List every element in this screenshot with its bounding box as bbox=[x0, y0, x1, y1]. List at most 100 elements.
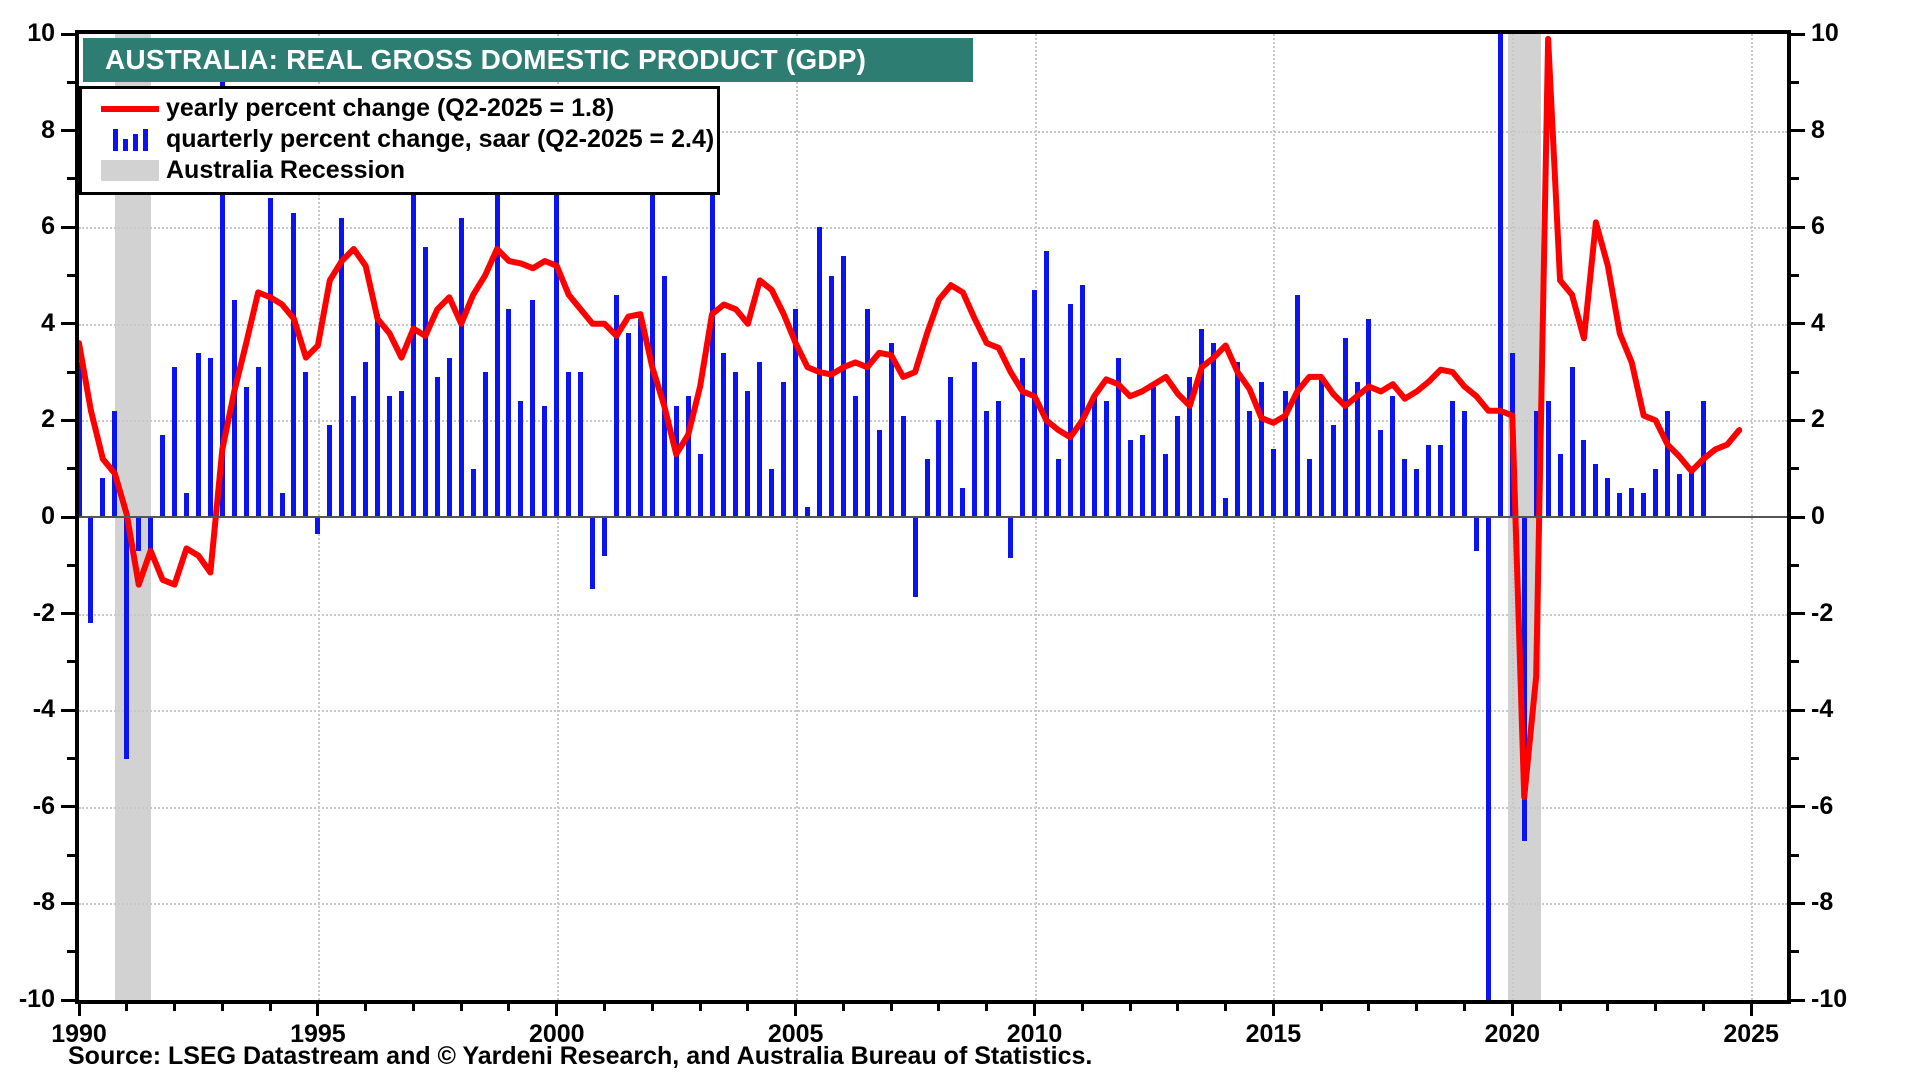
y-tick-minor bbox=[67, 467, 75, 471]
y-tick-label: 4 bbox=[41, 308, 55, 337]
y-tick-minor bbox=[1791, 950, 1799, 954]
bar bbox=[375, 314, 381, 517]
x-tick-minor bbox=[220, 1004, 224, 1011]
bar bbox=[936, 420, 942, 517]
bar bbox=[1223, 497, 1229, 517]
y-tick-mark bbox=[1791, 805, 1805, 809]
y-tick-minor bbox=[67, 80, 75, 84]
bar bbox=[1330, 425, 1336, 517]
bar bbox=[996, 401, 1002, 517]
gridline-h bbox=[79, 806, 1787, 809]
y-tick-minor bbox=[67, 370, 75, 374]
y-tick-label: 10 bbox=[27, 19, 55, 47]
page-title: AUSTRALIA: REAL GROSS DOMESTIC PRODUCT (… bbox=[105, 44, 867, 75]
bar bbox=[1629, 488, 1635, 517]
x-tick-mark bbox=[316, 1004, 320, 1016]
bar bbox=[1450, 401, 1456, 517]
bar bbox=[1294, 294, 1300, 517]
y-tick-label: -10 bbox=[1811, 985, 1848, 1013]
bar bbox=[613, 294, 619, 517]
legend: yearly percent change (Q2-2025 = 1.8) qu… bbox=[79, 86, 720, 195]
bar bbox=[1175, 415, 1181, 517]
bar bbox=[172, 367, 178, 517]
bar bbox=[637, 318, 643, 517]
bar bbox=[112, 410, 118, 517]
legend-recession-swatch-icon bbox=[94, 155, 166, 186]
x-tick-minor bbox=[364, 1004, 368, 1011]
bar bbox=[1055, 459, 1061, 517]
y-tick-minor bbox=[1791, 370, 1799, 374]
x-tick-label: 2015 bbox=[1245, 1020, 1302, 1048]
y-tick-mark bbox=[1791, 901, 1805, 905]
y-tick-label: 0 bbox=[41, 502, 55, 530]
bar bbox=[1067, 304, 1073, 517]
bar bbox=[649, 159, 655, 517]
x-tick-minor bbox=[1367, 1004, 1371, 1011]
bar bbox=[793, 309, 799, 517]
bar bbox=[279, 492, 285, 517]
yearly-line-path bbox=[79, 35, 1743, 801]
y-tick-mark bbox=[1791, 612, 1805, 616]
bar bbox=[136, 517, 142, 551]
y-tick-mark bbox=[61, 129, 75, 133]
x-tick-mark bbox=[77, 1004, 81, 1016]
bar bbox=[243, 386, 249, 517]
bar bbox=[506, 309, 512, 517]
x-tick-minor bbox=[268, 1004, 272, 1011]
bar bbox=[303, 372, 309, 517]
x-tick-minor bbox=[1558, 1004, 1562, 1011]
x-tick-minor bbox=[1415, 1004, 1419, 1011]
bar bbox=[458, 217, 464, 517]
x-tick-mark bbox=[1033, 1004, 1037, 1016]
bar bbox=[518, 401, 524, 517]
bar bbox=[1091, 396, 1097, 517]
chart-title-banner: AUSTRALIA: REAL GROSS DOMESTIC PRODUCT (… bbox=[83, 38, 973, 82]
bar bbox=[1258, 381, 1264, 517]
bar bbox=[387, 396, 393, 517]
y-tick-label: -10 bbox=[18, 985, 55, 1013]
x-tick-label: 2010 bbox=[1006, 1020, 1063, 1048]
bar bbox=[1032, 289, 1038, 517]
y-tick-mark bbox=[1791, 708, 1805, 712]
bar bbox=[124, 517, 130, 759]
y-tick-label: -4 bbox=[32, 695, 55, 724]
y-tick-mark bbox=[61, 708, 75, 712]
yearly-line bbox=[79, 35, 1743, 801]
x-tick-minor bbox=[889, 1004, 893, 1011]
bar bbox=[1163, 454, 1169, 517]
x-tick-minor bbox=[937, 1004, 941, 1011]
y-tick-label: 0 bbox=[1811, 502, 1825, 530]
bar bbox=[79, 362, 82, 517]
bar bbox=[805, 507, 811, 517]
bar bbox=[207, 357, 213, 517]
bar bbox=[183, 492, 189, 517]
x-tick-minor bbox=[459, 1004, 463, 1011]
bar bbox=[1569, 367, 1575, 517]
y-tick-minor bbox=[1791, 274, 1799, 277]
x-tick-label: 2025 bbox=[1723, 1020, 1779, 1048]
bar bbox=[315, 517, 321, 534]
bar bbox=[1270, 449, 1276, 517]
bar bbox=[1390, 396, 1396, 517]
x-tick-minor bbox=[1176, 1004, 1180, 1011]
bar bbox=[542, 405, 548, 517]
y-tick-minor bbox=[1791, 563, 1799, 567]
plot-frame bbox=[75, 30, 1791, 1004]
x-tick-mark bbox=[555, 1004, 559, 1016]
x-tick-minor bbox=[125, 1004, 129, 1011]
bar bbox=[1318, 376, 1324, 517]
bar bbox=[1235, 362, 1241, 517]
y-tick-minor bbox=[1791, 80, 1799, 84]
bar bbox=[1151, 386, 1157, 517]
bar bbox=[1677, 473, 1682, 517]
bar bbox=[434, 376, 440, 517]
bar bbox=[1617, 492, 1623, 517]
x-tick-mark bbox=[794, 1004, 798, 1016]
x-tick-label: 1990 bbox=[51, 1020, 107, 1048]
x-tick-minor bbox=[1606, 1004, 1610, 1011]
bar bbox=[195, 352, 201, 517]
x-tick-minor bbox=[1128, 1004, 1132, 1011]
y-tick-label: 6 bbox=[41, 212, 55, 241]
legend-label-recession: Australia Recession bbox=[166, 156, 405, 184]
bar bbox=[422, 246, 428, 517]
